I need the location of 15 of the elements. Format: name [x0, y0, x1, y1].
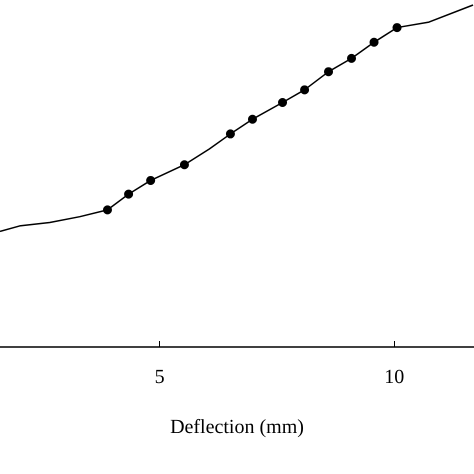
- point: [370, 38, 379, 47]
- point: [102, 205, 112, 214]
- point: [392, 23, 402, 32]
- x-axis-title: Deflection (mm): [170, 416, 304, 438]
- point: [146, 176, 156, 185]
- x-tick-label: 10: [384, 366, 404, 388]
- point: [347, 54, 356, 63]
- point: [226, 129, 235, 138]
- point: [324, 67, 334, 76]
- point: [248, 114, 257, 124]
- point: [300, 85, 310, 94]
- point: [278, 98, 288, 107]
- point: [124, 190, 134, 199]
- x-tick-label: 5: [154, 366, 165, 388]
- point: [180, 160, 189, 170]
